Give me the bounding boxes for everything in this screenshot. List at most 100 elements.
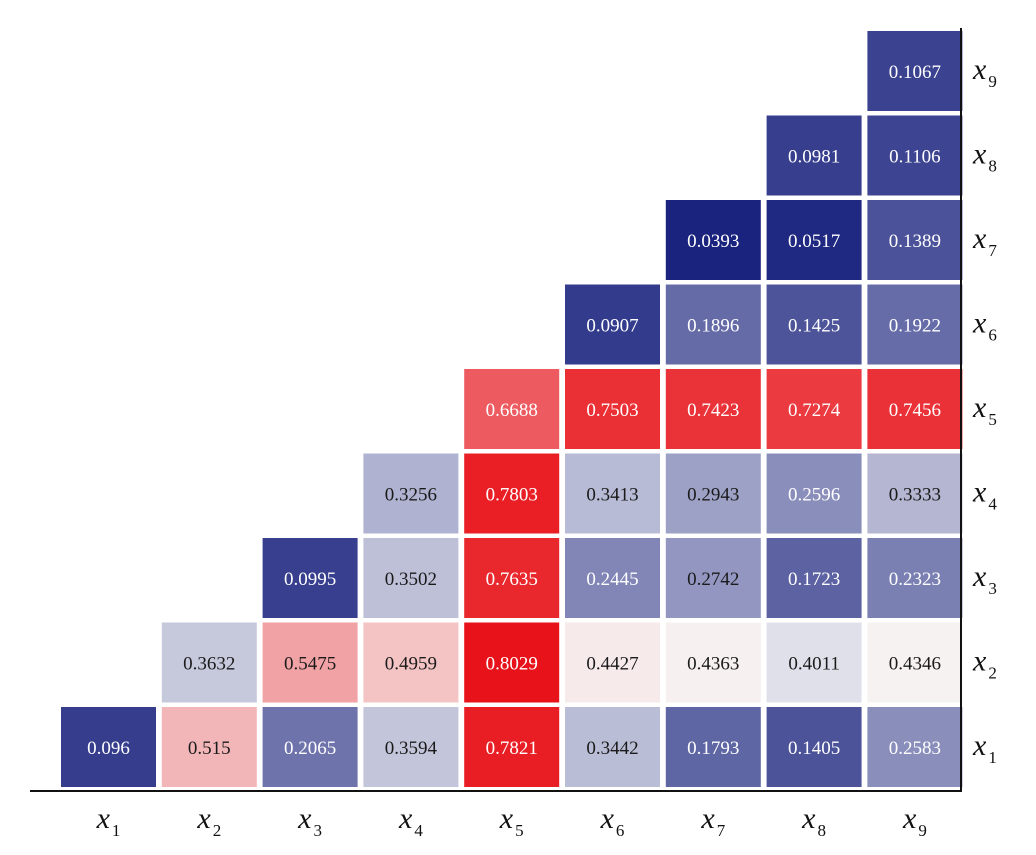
heatmap-cell: 0.1405 xyxy=(766,707,862,787)
heatmap-cell-value: 0.7821 xyxy=(486,738,538,759)
heatmap-cell: 0.0393 xyxy=(665,200,761,280)
heatmap-cell: 0.7503 xyxy=(565,369,660,449)
heatmap-cell: 0.4346 xyxy=(867,622,963,703)
heatmap-cell-rect xyxy=(464,369,560,449)
heatmap-cell-value: 0.1425 xyxy=(788,316,840,337)
heatmap-cell: 0.4363 xyxy=(665,622,761,703)
heatmap-cell-value: 0.4346 xyxy=(889,654,941,675)
heatmap-cell-rect xyxy=(565,453,660,534)
heatmap-cell: 0.5475 xyxy=(262,622,358,703)
heatmap-cell-value: 0.1067 xyxy=(889,62,941,83)
heatmap-cell-rect xyxy=(464,707,560,787)
heatmap-cell: 0.0995 xyxy=(262,538,358,618)
heatmap-cell-rect xyxy=(665,538,761,618)
heatmap-cell: 0.1896 xyxy=(665,284,761,365)
heatmap-cell-rect xyxy=(867,31,963,111)
heatmap-cell-value: 0.1896 xyxy=(687,316,739,337)
heatmap-cell-rect xyxy=(565,622,660,703)
heatmap-cell-value: 0.4959 xyxy=(385,654,437,675)
heatmap-cell-value: 0.7503 xyxy=(586,400,638,421)
heatmap-cell: 0.1425 xyxy=(766,284,862,365)
heatmap-cell-value: 0.096 xyxy=(87,738,130,759)
heatmap-cell-value: 0.2742 xyxy=(687,569,739,590)
heatmap-cell-value: 0.1793 xyxy=(687,738,739,759)
heatmap-cell-rect xyxy=(766,284,862,365)
heatmap-cell-rect xyxy=(766,538,862,618)
heatmap-cell-rect xyxy=(665,707,761,787)
heatmap-cell-rect xyxy=(766,453,862,534)
heatmap-cell-value: 0.5475 xyxy=(284,654,336,675)
y-tick-labels: x 1 x 2 x 3 x 4 x 5 x 6 x 7 x 8 x 9 xyxy=(972,53,997,767)
heatmap-cell-rect xyxy=(665,453,761,534)
heatmap-cell: 0.0907 xyxy=(565,284,660,365)
heatmap-cell: 0.4427 xyxy=(565,622,660,703)
heatmap-cell: 0.096 xyxy=(61,707,156,787)
heatmap-cell: 0.1106 xyxy=(867,115,963,196)
heatmap-cell: 0.1922 xyxy=(867,284,963,365)
heatmap-cell: 0.0981 xyxy=(766,115,862,196)
heatmap-cell-value: 0.7423 xyxy=(687,400,739,421)
heatmap-cell: 0.3594 xyxy=(363,707,459,787)
heatmap-cell: 0.1389 xyxy=(867,200,963,280)
heatmap-cell: 0.3632 xyxy=(161,622,257,703)
heatmap-cell: 0.1067 xyxy=(867,31,963,111)
heatmap-cell-value: 0.3333 xyxy=(889,485,941,506)
heatmap-cell-rect xyxy=(262,538,358,618)
heatmap-cell-rect xyxy=(363,707,459,787)
heatmap-cell-rect xyxy=(565,538,660,618)
heatmap-cell-rect xyxy=(867,284,963,365)
heatmap-cell-rect xyxy=(565,707,660,787)
heatmap-cell-rect xyxy=(665,284,761,365)
heatmap-cell-value: 0.2323 xyxy=(889,569,941,590)
heatmap-cell-value: 0.4011 xyxy=(788,654,840,675)
heatmap-cell: 0.2742 xyxy=(665,538,761,618)
heatmap-cell-value: 0.1389 xyxy=(889,231,941,252)
heatmap-cell-rect xyxy=(363,453,459,534)
heatmap-cell-value: 0.3442 xyxy=(586,738,638,759)
heatmap-cell-rect xyxy=(766,200,862,280)
heatmap-cell-value: 0.1922 xyxy=(889,316,941,337)
heatmap-cell-value: 0.1723 xyxy=(788,569,840,590)
heatmap-cell: 0.2065 xyxy=(262,707,358,787)
heatmap-cell: 0.7803 xyxy=(464,453,560,534)
heatmap-cells: 0.096 0.515 0.2065 0.3594 0.7821 0.3442 0.1793… xyxy=(61,31,963,787)
heatmap-cell-rect xyxy=(665,369,761,449)
heatmap-cell: 0.1793 xyxy=(665,707,761,787)
heatmap-cell-value: 0.6688 xyxy=(486,400,538,421)
heatmap-cell-rect xyxy=(464,622,560,703)
heatmap-cell: 0.3502 xyxy=(363,538,459,618)
heatmap-cell-rect xyxy=(867,200,963,280)
heatmap-cell-value: 0.0981 xyxy=(788,147,840,168)
heatmap-cell-value: 0.3413 xyxy=(586,485,638,506)
heatmap-cell-value: 0.0995 xyxy=(284,569,336,590)
heatmap-cell-value: 0.8029 xyxy=(486,654,538,675)
heatmap-cell-rect xyxy=(867,115,963,196)
heatmap-cell-rect xyxy=(464,538,560,618)
heatmap-cell: 0.6688 xyxy=(464,369,560,449)
heatmap-cell-rect xyxy=(867,707,963,787)
heatmap-cell-rect xyxy=(565,369,660,449)
heatmap-cell-value: 0.0517 xyxy=(788,231,840,252)
heatmap-cell-value: 0.2583 xyxy=(889,738,941,759)
heatmap-cell-rect xyxy=(61,707,156,787)
heatmap-cell-rect xyxy=(867,538,963,618)
heatmap-cell-rect xyxy=(363,538,459,618)
heatmap-cell: 0.2943 xyxy=(665,453,761,534)
heatmap-cell: 0.4011 xyxy=(766,622,862,703)
heatmap-cell-value: 0.515 xyxy=(188,738,231,759)
heatmap-cell-rect xyxy=(867,622,963,703)
heatmap-cell-rect xyxy=(766,622,862,703)
heatmap-cell-value: 0.3256 xyxy=(385,485,437,506)
heatmap-cell-rect xyxy=(665,622,761,703)
